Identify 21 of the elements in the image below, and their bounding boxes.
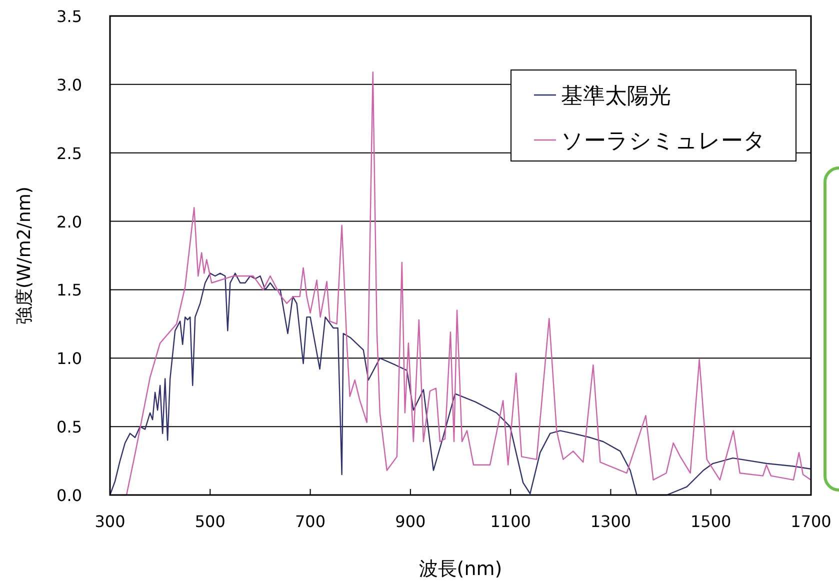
x-tick-label: 900 <box>395 512 426 531</box>
y-tick-label: 0.5 <box>56 418 82 437</box>
x-tick-label: 1300 <box>590 512 632 531</box>
y-tick-label: 0.0 <box>56 486 82 505</box>
legend-label: ソーラシミュレータ <box>561 129 766 154</box>
x-tick-label: 300 <box>94 512 126 531</box>
x-tick-label: 1700 <box>790 512 832 531</box>
y-tick-label: 3.5 <box>56 7 82 26</box>
y-tick-label: 2.5 <box>56 144 82 163</box>
line-series <box>109 272 812 496</box>
y-tick-label: 2.0 <box>56 212 82 232</box>
x-axis-title: 波長(nm) <box>418 558 502 580</box>
x-tick-label: 1500 <box>690 512 732 531</box>
y-tick-label: 3.0 <box>56 75 82 94</box>
y-axis-title: 強度(W/m2/nm) <box>14 186 35 324</box>
x-tick-label: 500 <box>194 512 226 531</box>
legend-label: 基準太陽光 <box>561 84 671 109</box>
x-tick-label: 1100 <box>490 512 531 531</box>
x-tick-label: 700 <box>295 512 326 531</box>
y-tick-label: 1.0 <box>56 349 82 368</box>
y-tick-label: 1.5 <box>56 280 82 300</box>
